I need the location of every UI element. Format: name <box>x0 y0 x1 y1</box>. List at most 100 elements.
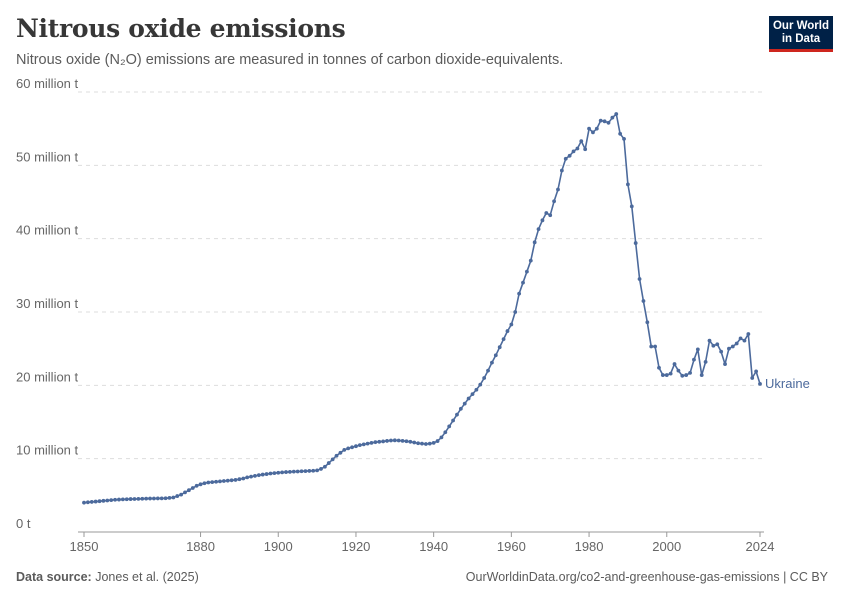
logo-line-1: Our World <box>772 20 829 32</box>
data-point <box>591 130 595 135</box>
data-point <box>466 396 471 401</box>
data-point <box>346 446 351 451</box>
data-point <box>583 147 588 152</box>
data-point <box>544 211 549 215</box>
data-point <box>93 499 98 504</box>
data-point <box>738 336 743 341</box>
owid-logo[interactable]: Our World in Data <box>769 16 833 52</box>
data-point <box>598 118 603 123</box>
data-point <box>163 496 168 501</box>
data-point <box>198 482 203 487</box>
logo-line-2: in Data <box>781 33 821 45</box>
data-point <box>559 168 564 173</box>
data-point <box>357 443 362 447</box>
data-point <box>140 496 145 501</box>
data-point <box>288 469 292 474</box>
data-point <box>319 467 323 471</box>
data-point <box>688 370 692 375</box>
chart-subtitle: Nitrous oxide (N₂O) emissions are measur… <box>16 52 564 68</box>
x-tick-label: 1850 <box>70 539 99 554</box>
data-point <box>427 441 432 446</box>
y-tick-label: 30 million t <box>16 296 79 311</box>
data-point <box>493 353 498 358</box>
data-point <box>622 137 626 141</box>
data-point <box>462 401 467 406</box>
data-point <box>676 368 681 373</box>
data-point <box>614 112 619 116</box>
data-point <box>626 182 630 187</box>
data-point <box>264 472 269 476</box>
data-point <box>365 441 370 446</box>
series-layer: Ukraine <box>82 112 810 505</box>
data-point <box>194 483 199 488</box>
data-point <box>505 329 510 333</box>
data-point <box>82 500 86 505</box>
data-point <box>482 376 487 380</box>
data-point <box>330 457 335 462</box>
data-point <box>295 469 300 474</box>
data-source-label: Data source: <box>16 570 92 584</box>
data-point <box>664 373 669 377</box>
data-point <box>299 469 304 474</box>
data-point <box>490 360 494 365</box>
data-point <box>241 476 246 481</box>
data-source-value[interactable]: Jones et al. (2025) <box>95 570 199 584</box>
data-point <box>381 439 386 444</box>
data-point <box>276 470 281 475</box>
data-point <box>179 492 184 497</box>
data-point <box>672 362 677 366</box>
data-point <box>400 438 405 443</box>
data-point <box>101 498 106 503</box>
data-point <box>594 126 599 131</box>
data-point <box>552 199 556 204</box>
data-point <box>214 479 218 484</box>
data-point <box>451 418 455 423</box>
data-point <box>389 438 393 443</box>
data-point <box>291 469 296 474</box>
data-point <box>354 444 358 449</box>
data-point <box>105 498 110 503</box>
data-point <box>703 359 708 364</box>
data-point <box>132 497 137 501</box>
data-point <box>311 468 316 473</box>
data-point <box>113 497 117 502</box>
data-point <box>606 120 611 125</box>
data-point <box>540 218 545 223</box>
data-point <box>517 291 522 296</box>
data-point <box>128 497 133 501</box>
data-point <box>183 490 187 495</box>
data-point <box>253 474 257 478</box>
data-point <box>202 481 207 486</box>
data-point <box>435 439 440 443</box>
data-point <box>284 470 288 474</box>
data-point <box>136 496 141 501</box>
data-point <box>385 439 389 443</box>
data-point <box>171 495 176 500</box>
data-point <box>528 258 533 263</box>
data-point <box>548 213 553 218</box>
data-point <box>280 470 285 475</box>
x-tick-label: 1900 <box>264 539 293 554</box>
data-point <box>218 479 222 484</box>
data-point <box>567 153 572 158</box>
data-point <box>396 438 401 443</box>
y-tick-label: 40 million t <box>16 223 79 238</box>
data-point <box>571 149 576 154</box>
data-source: Data source: Jones et al. (2025) <box>16 570 199 584</box>
data-point <box>342 447 347 452</box>
data-point <box>497 345 502 350</box>
y-tick-label: 20 million t <box>16 369 79 384</box>
source-url[interactable]: OurWorldinData.org/co2-and-greenhouse-ga… <box>465 570 828 584</box>
data-point <box>637 277 642 281</box>
data-point <box>272 471 277 476</box>
data-point <box>210 480 215 485</box>
data-point <box>458 406 463 411</box>
data-point <box>478 382 483 387</box>
series-label[interactable]: Ukraine <box>765 376 810 391</box>
data-point <box>225 478 230 483</box>
y-tick-label: 0 t <box>16 516 31 531</box>
data-point <box>668 371 673 376</box>
data-point <box>657 365 661 370</box>
data-point <box>715 342 720 347</box>
